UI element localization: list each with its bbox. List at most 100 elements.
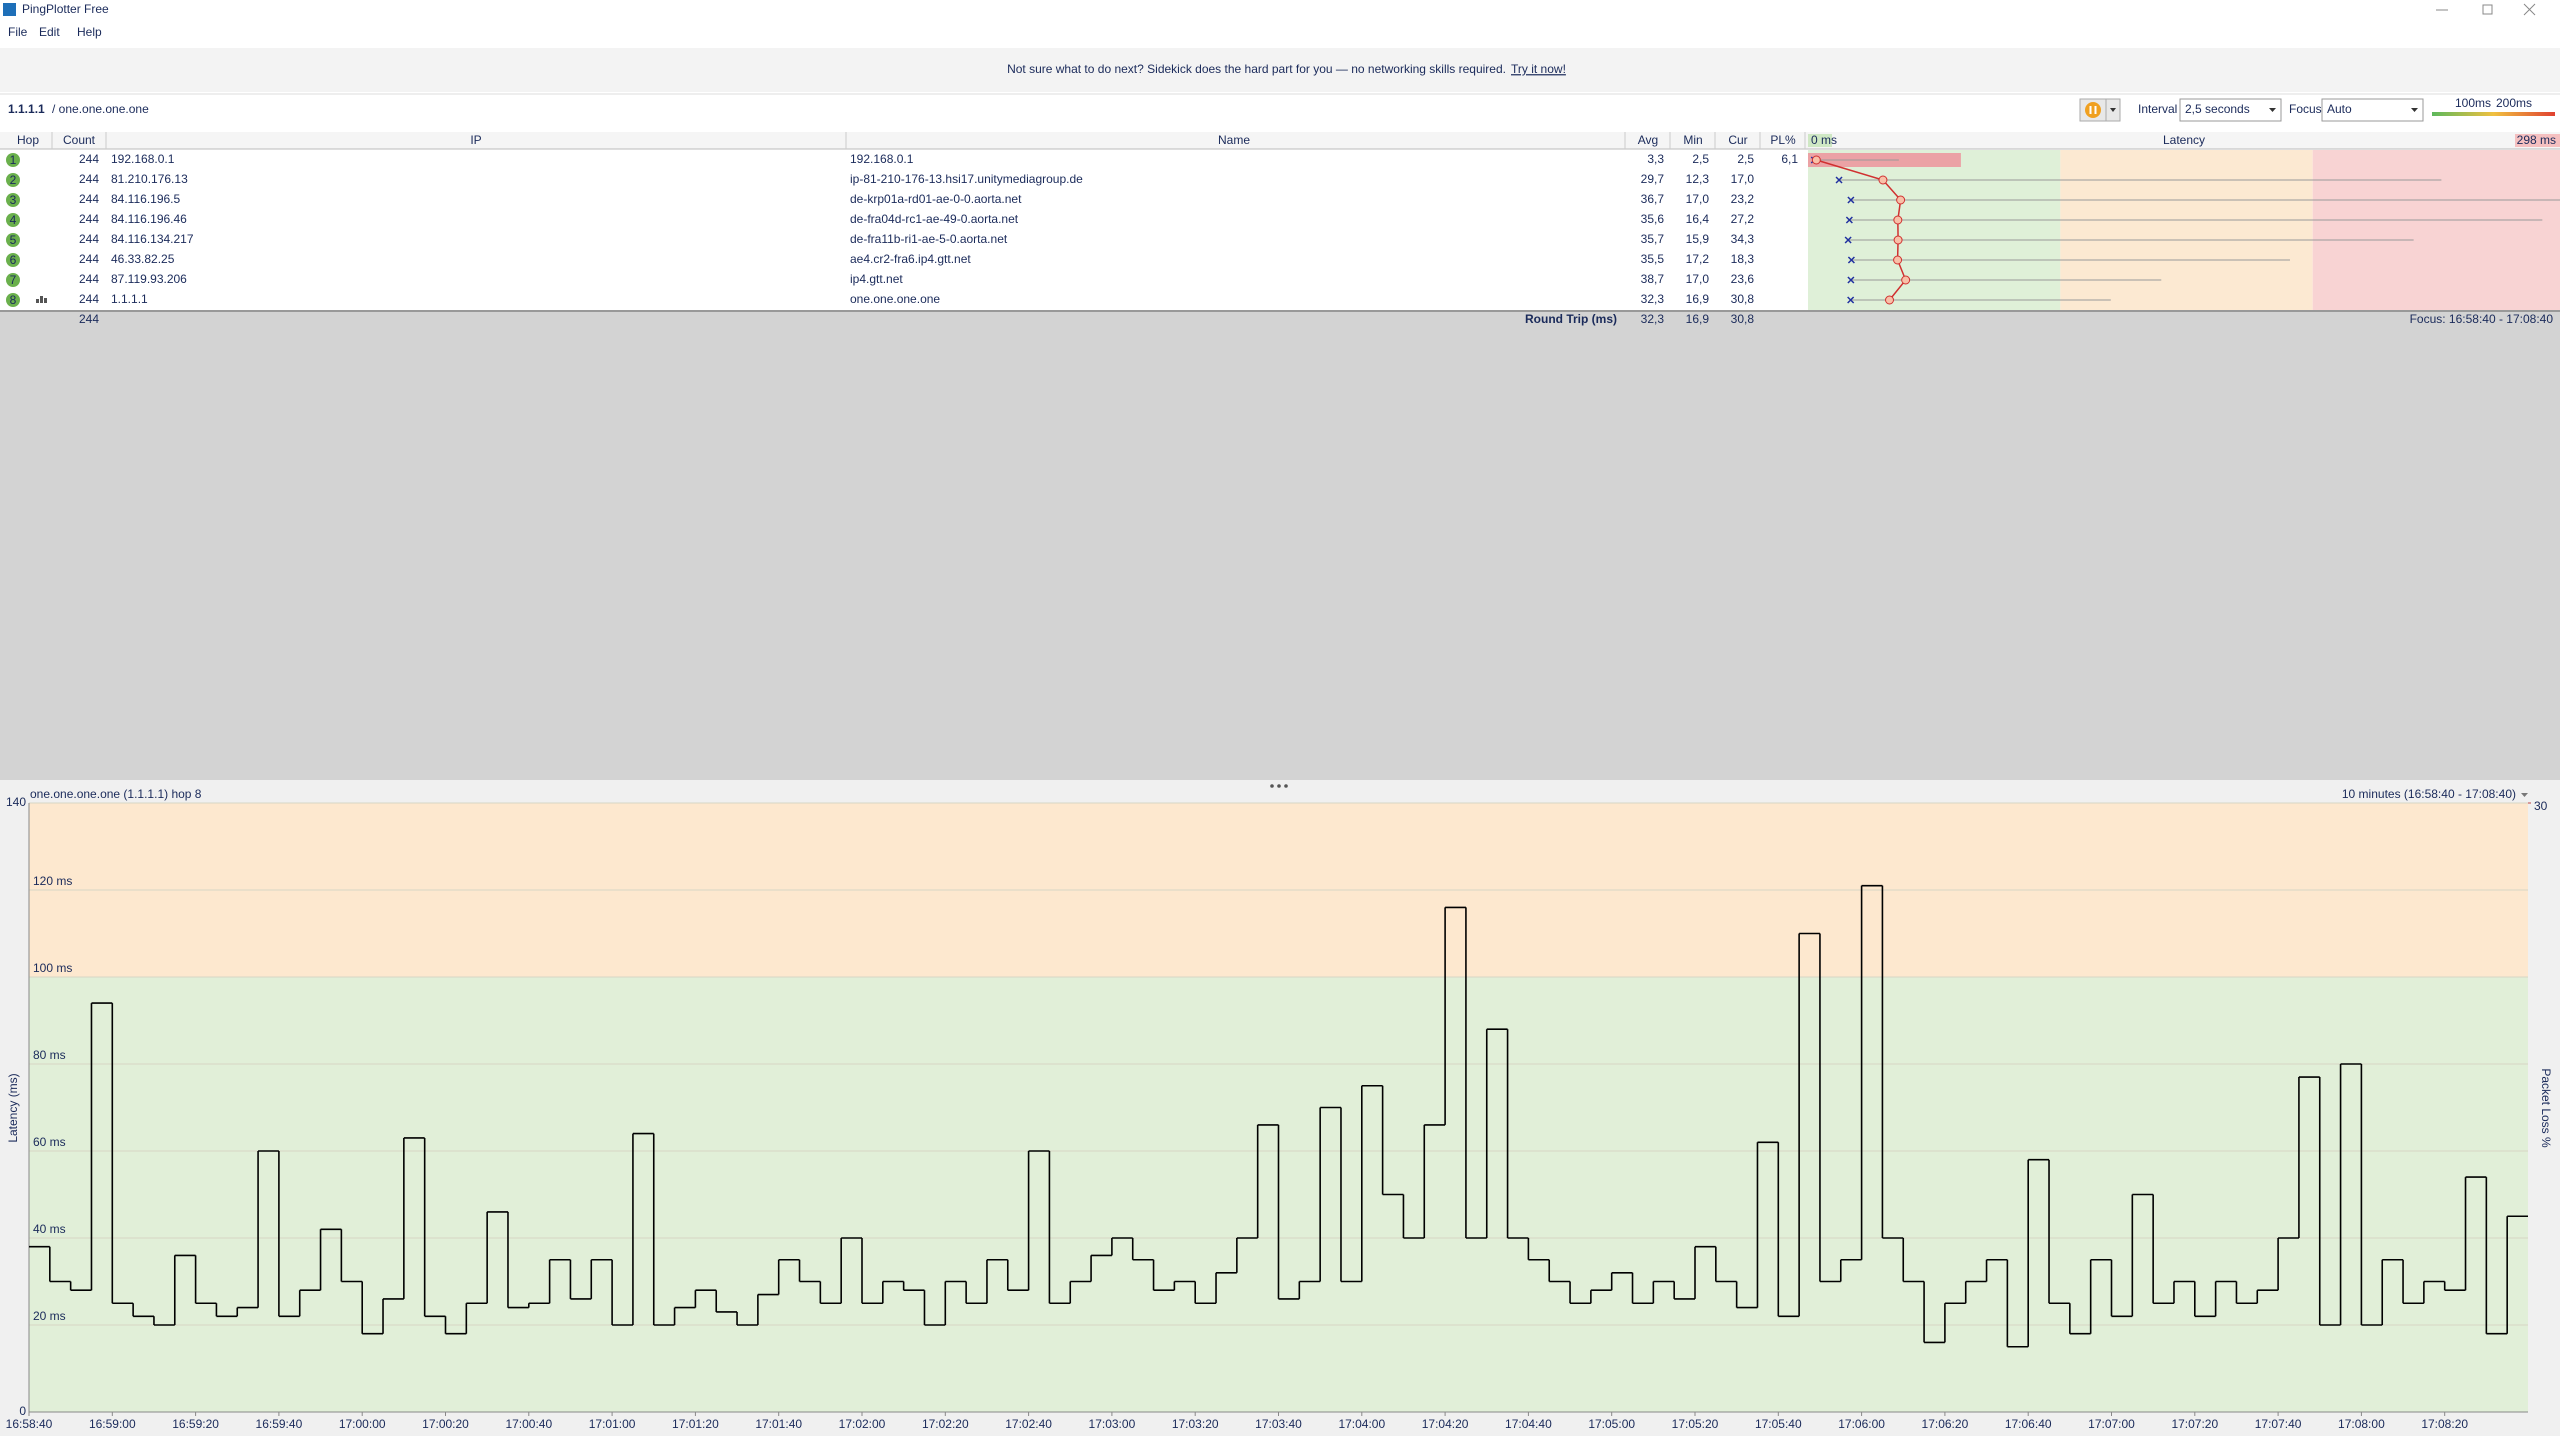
y-tick-label: 120 ms bbox=[33, 874, 72, 888]
min: 16,4 bbox=[1686, 212, 1710, 226]
column-header[interactable]: Latency bbox=[2163, 133, 2205, 147]
x-tick-label: 17:04:20 bbox=[1422, 1417, 1469, 1431]
summary-label: Round Trip (ms) bbox=[1525, 312, 1617, 326]
x-tick-label: 17:07:00 bbox=[2088, 1417, 2135, 1431]
y-axis-label: Latency (ms) bbox=[6, 1073, 20, 1142]
min-marker bbox=[1847, 276, 1855, 284]
hop-badge bbox=[6, 233, 20, 247]
x-tick-label: 17:08:20 bbox=[2421, 1417, 2468, 1431]
min: 15,9 bbox=[1686, 232, 1710, 246]
focus-label: Focus bbox=[2289, 102, 2322, 116]
cur: 23,2 bbox=[1731, 192, 1755, 206]
count: 244 bbox=[79, 252, 99, 266]
x-tick-label: 17:03:20 bbox=[1172, 1417, 1219, 1431]
focus-value[interactable]: Auto bbox=[2327, 102, 2352, 116]
pause-icon[interactable] bbox=[2085, 102, 2101, 118]
x-tick-label: 17:03:00 bbox=[1089, 1417, 1136, 1431]
min-marker bbox=[1835, 176, 1843, 184]
host-name: ip-81-210-176-13.hsi17.unitymediagroup.d… bbox=[850, 172, 1083, 186]
min: 12,3 bbox=[1686, 172, 1710, 186]
avg-marker bbox=[1901, 275, 1911, 285]
graph-icon bbox=[44, 298, 47, 303]
graph-range: 10 minutes (16:58:40 - 17:08:40) bbox=[2342, 787, 2516, 801]
hop-number: 5 bbox=[10, 233, 17, 247]
y-tick-label: 0 bbox=[19, 1404, 26, 1418]
menu-item[interactable]: Edit bbox=[39, 25, 60, 39]
host-name: 192.168.0.1 bbox=[850, 152, 914, 166]
splitter-dot[interactable] bbox=[1284, 784, 1288, 788]
x-tick-label: 17:02:40 bbox=[1005, 1417, 1052, 1431]
menu-item[interactable]: File bbox=[8, 25, 28, 39]
column-header[interactable]: Hop bbox=[17, 133, 39, 147]
splitter-dot[interactable] bbox=[1277, 784, 1281, 788]
column-header[interactable]: PL% bbox=[1770, 133, 1796, 147]
range-dropdown[interactable] bbox=[2521, 793, 2528, 797]
interval-value[interactable]: 2,5 seconds bbox=[2185, 102, 2250, 116]
avg-marker bbox=[1893, 255, 1903, 265]
host-name: de-krp01a-rd01-ae-0-0.aorta.net bbox=[850, 192, 1022, 206]
packet-loss: 6,1 bbox=[1781, 152, 1798, 166]
cur: 27,2 bbox=[1731, 212, 1755, 226]
y-tick-label: 20 ms bbox=[33, 1309, 66, 1323]
y-tick-label: 40 ms bbox=[33, 1222, 66, 1236]
column-header[interactable]: Name bbox=[1218, 133, 1250, 147]
window-button[interactable] bbox=[2523, 3, 2536, 16]
min: 16,9 bbox=[1686, 292, 1710, 306]
summary-count: 244 bbox=[79, 312, 99, 326]
splitter-dot[interactable] bbox=[1270, 784, 1274, 788]
x-tick-label: 17:05:40 bbox=[1755, 1417, 1802, 1431]
cur: 17,0 bbox=[1731, 172, 1755, 186]
column-header[interactable]: Cur bbox=[1728, 133, 1747, 147]
zone-warn bbox=[2060, 150, 2313, 310]
x-tick-label: 17:02:00 bbox=[839, 1417, 886, 1431]
interval-combo bbox=[2179, 98, 2282, 122]
column-header[interactable]: Avg bbox=[1638, 133, 1658, 147]
menu-item[interactable]: Help bbox=[77, 25, 102, 39]
avg: 35,6 bbox=[1641, 212, 1665, 226]
hop-badge bbox=[6, 253, 20, 267]
avg: 35,5 bbox=[1641, 252, 1665, 266]
x-tick-label: 17:01:40 bbox=[755, 1417, 802, 1431]
x-tick-label: 17:03:40 bbox=[1255, 1417, 1302, 1431]
avg: 35,7 bbox=[1641, 232, 1665, 246]
banner bbox=[0, 48, 2560, 92]
avg: 3,3 bbox=[1647, 152, 1664, 166]
threshold-label: 100ms bbox=[2455, 96, 2491, 110]
dropdown-arrow[interactable] bbox=[2110, 108, 2116, 112]
hop-number: 1 bbox=[10, 153, 17, 167]
target-name: / one.one.one.one bbox=[52, 102, 149, 116]
cur: 30,8 bbox=[1731, 292, 1755, 306]
y-tick-label: 140 bbox=[6, 795, 26, 809]
x-tick-label: 17:04:00 bbox=[1338, 1417, 1385, 1431]
window-button[interactable] bbox=[2482, 4, 2493, 15]
count: 244 bbox=[79, 292, 99, 306]
hop-badge bbox=[6, 193, 20, 207]
avg-marker bbox=[1893, 215, 1903, 225]
min-marker bbox=[1847, 256, 1855, 264]
window-title: PingPlotter Free bbox=[22, 2, 109, 16]
column-header[interactable]: Count bbox=[63, 133, 96, 147]
dropdown-arrow bbox=[2411, 108, 2418, 112]
ip: 46.33.82.25 bbox=[111, 252, 175, 266]
column-header[interactable]: Min bbox=[1683, 133, 1702, 147]
hop-badge bbox=[6, 153, 20, 167]
ip: 84.116.196.5 bbox=[111, 192, 181, 206]
host-name: de-fra11b-ri1-ae-5-0.aorta.net bbox=[850, 232, 1008, 246]
x-tick-label: 17:05:00 bbox=[1588, 1417, 1635, 1431]
pause-bars bbox=[2089, 106, 2097, 114]
avg-marker bbox=[1878, 175, 1888, 185]
table-header bbox=[0, 132, 2560, 149]
banner-link[interactable]: Try it now! bbox=[1511, 62, 1566, 76]
summary-focus: Focus: 16:58:40 - 17:08:40 bbox=[2410, 312, 2554, 326]
column-header[interactable]: IP bbox=[470, 133, 481, 147]
summary-cur: 30,8 bbox=[1731, 312, 1755, 326]
count: 244 bbox=[79, 212, 99, 226]
graph-icon bbox=[36, 299, 39, 303]
cur: 34,3 bbox=[1731, 232, 1755, 246]
banner-text: Not sure what to do next? Sidekick does … bbox=[1007, 62, 1506, 76]
ip: 87.119.93.206 bbox=[111, 272, 187, 286]
app-icon bbox=[3, 3, 16, 16]
ip: 84.116.134.217 bbox=[111, 232, 194, 246]
x-tick-label: 17:04:40 bbox=[1505, 1417, 1552, 1431]
min-marker bbox=[1847, 296, 1855, 304]
